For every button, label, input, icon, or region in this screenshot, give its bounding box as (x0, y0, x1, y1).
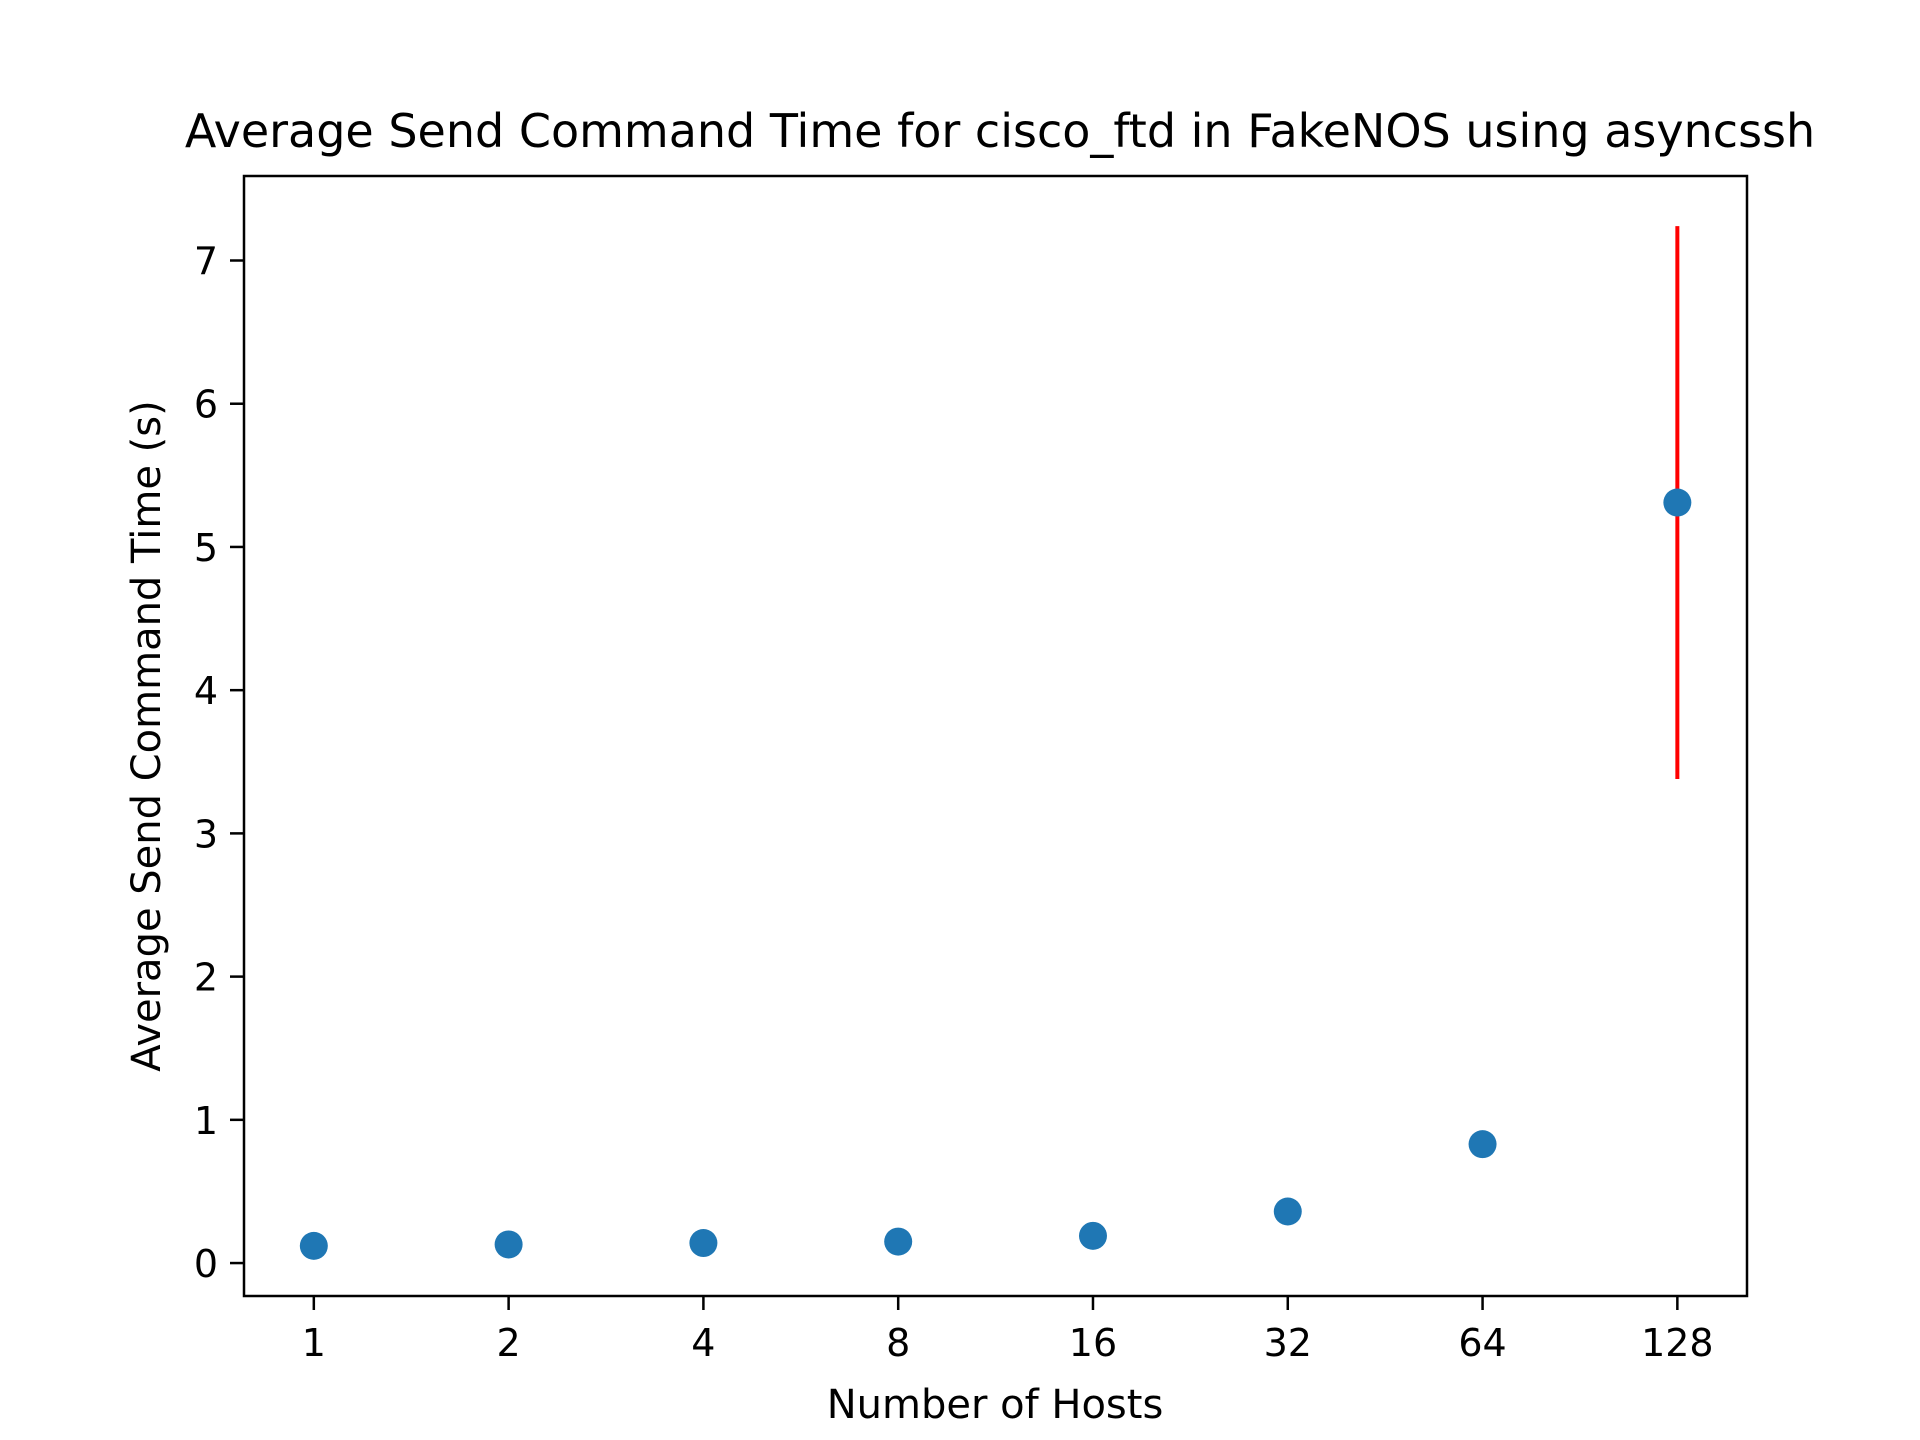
data-point (299, 1231, 328, 1260)
x-tick-label: 16 (1069, 1321, 1117, 1365)
x-tick-label: 64 (1458, 1321, 1506, 1365)
data-point (1078, 1221, 1107, 1250)
y-tick-label: 6 (194, 383, 218, 427)
data-point (884, 1227, 913, 1256)
chart-title: Average Send Command Time for cisco_ftd … (185, 104, 1815, 158)
data-point (689, 1229, 718, 1258)
data-point (1663, 488, 1692, 517)
x-tick-label: 2 (497, 1321, 521, 1365)
x-tick-label: 4 (691, 1321, 715, 1365)
y-tick-label: 0 (194, 1242, 218, 1286)
y-tick-label: 3 (194, 812, 218, 856)
y-tick-label: 2 (194, 956, 218, 1000)
plot-frame (242, 174, 1749, 1298)
x-tick-label: 1 (302, 1321, 326, 1365)
y-tick-label: 5 (194, 526, 218, 570)
data-point (1273, 1197, 1302, 1226)
y-axis-label: Average Send Command Time (s) (124, 400, 170, 1071)
x-axis-label: Number of Hosts (827, 1382, 1164, 1428)
y-tick-label: 1 (194, 1099, 218, 1143)
x-axis: 1 2 4 8 16 32 64 128 (302, 1296, 1714, 1365)
x-tick-label: 128 (1641, 1321, 1714, 1365)
data-point (494, 1230, 523, 1259)
y-tick-label: 7 (194, 240, 218, 284)
y-axis: 0 1 2 3 4 5 6 7 (194, 240, 244, 1286)
y-tick-label: 4 (194, 669, 218, 713)
x-tick-label: 8 (886, 1321, 910, 1365)
x-tick-label: 32 (1264, 1321, 1312, 1365)
data-point (1468, 1130, 1497, 1159)
data-points (299, 488, 1692, 1260)
